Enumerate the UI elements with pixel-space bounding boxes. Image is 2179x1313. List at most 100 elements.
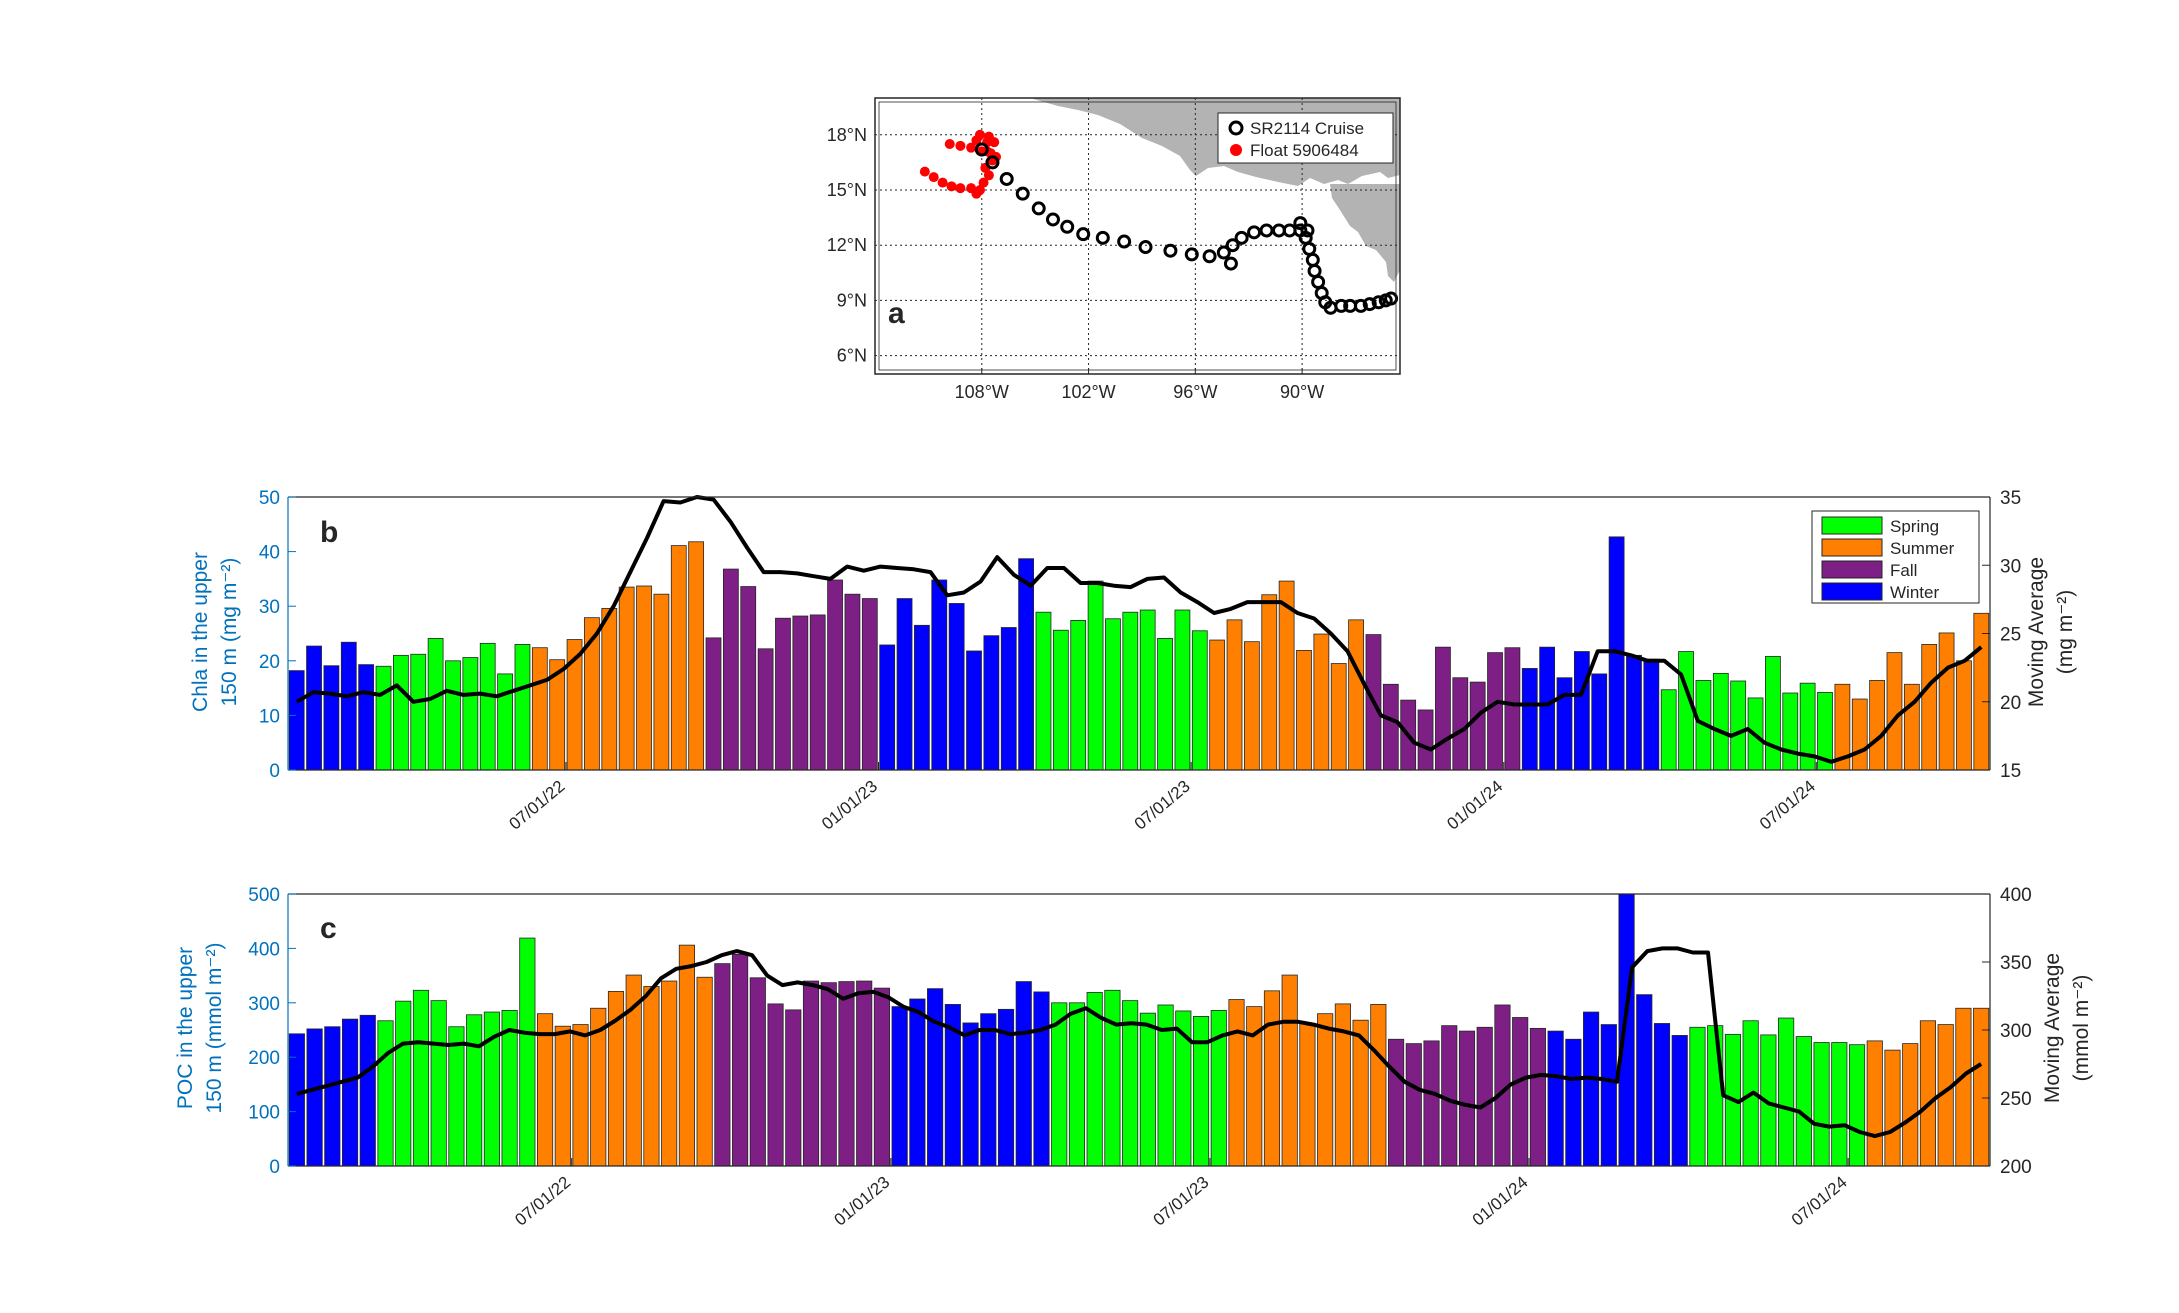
right-tick-label: 350 [2000, 953, 2032, 974]
bar-winter [909, 998, 926, 1167]
map-panel: 108°W 102°W 96°W 90°W 18°N 15°N 12°N 9°N 6°N a S… [827, 97, 1401, 402]
x-tick-label: 07/01/23 [1131, 777, 1194, 834]
bar-winter [891, 1006, 908, 1167]
float-point [928, 172, 939, 183]
float-point [919, 166, 930, 177]
bar-spring [1712, 672, 1729, 771]
bar-summer [643, 986, 660, 1167]
x-tick-label: 01/01/23 [830, 1173, 893, 1230]
bar-summer [531, 647, 548, 771]
lat-tick-label: 9°N [837, 290, 867, 310]
bar-fall [1504, 647, 1521, 771]
bar-fall [757, 648, 774, 771]
bar-winter [914, 624, 930, 771]
bar-fall [775, 617, 791, 771]
bar-winter [1591, 673, 1608, 771]
bar-spring [1778, 1017, 1795, 1167]
bar-summer [1299, 1023, 1316, 1167]
right-tick-label: 250 [2000, 1089, 2032, 1110]
bar-winter [1583, 1011, 1600, 1167]
left-tick-label: 500 [248, 885, 280, 906]
bar-spring [1782, 692, 1799, 771]
bar-fall [1487, 652, 1503, 771]
bar-spring [1660, 689, 1677, 771]
bar-spring [410, 653, 427, 771]
lon-tick-label: 102°W [1061, 382, 1115, 402]
bar-fall [1469, 681, 1486, 771]
bar-winter [879, 644, 896, 771]
cruise-point [1076, 227, 1091, 242]
bar-winter [1565, 1038, 1582, 1167]
bar-summer [1281, 974, 1298, 1167]
bar-spring [497, 673, 513, 771]
bar-fall [809, 614, 826, 771]
map-frame-inner [878, 101, 1397, 371]
bar-spring [1068, 1002, 1086, 1167]
bar-summer [1921, 644, 1938, 771]
lat-tick-label: 6°N [837, 346, 867, 366]
cruise-point [1371, 295, 1386, 310]
bar-spring [1052, 629, 1069, 771]
season-legend: Spring Summer Fall Winter [1811, 510, 1980, 604]
bar-spring [1707, 1025, 1724, 1167]
bar-summer [1330, 663, 1347, 771]
bar-winter [306, 645, 322, 771]
bar-spring [1104, 989, 1121, 1167]
bar-fall [1423, 1040, 1440, 1167]
bar-spring [519, 937, 536, 1167]
poc-ylabel-left-2: 150 m (mmol m⁻²) [203, 943, 226, 1114]
bar-fall [861, 598, 878, 771]
bar-spring [1191, 630, 1208, 771]
bar-summer [572, 1024, 589, 1167]
bar-fall [1476, 1026, 1493, 1167]
bar-spring [445, 660, 461, 771]
bar-fall [827, 579, 843, 771]
panel-label-a: a [888, 297, 905, 330]
bar-fall [722, 568, 739, 771]
bar-spring [1848, 1044, 1866, 1167]
bar-summer [653, 593, 670, 771]
bar-fall [838, 981, 855, 1167]
bar-winter [340, 641, 357, 771]
bar-spring [1070, 619, 1087, 771]
bar-summer [1263, 990, 1281, 1167]
right-tick-label: 15 [2000, 761, 2021, 782]
left-tick-label: 40 [259, 543, 280, 564]
bar-spring [1174, 609, 1191, 771]
legend-fall-label: Fall [1890, 561, 1917, 580]
cruise-point [1334, 298, 1349, 313]
bar-winter [962, 1022, 979, 1167]
bar-spring [448, 1026, 465, 1167]
bar-winter [288, 670, 305, 771]
bar-summer [1938, 632, 1955, 771]
legend-winter-label: Winter [1890, 583, 1939, 602]
bar-winter [1671, 1035, 1688, 1167]
bar-summer [661, 980, 678, 1167]
left-tick-label: 200 [248, 1048, 280, 1069]
float-point [971, 135, 982, 146]
bar-summer [1919, 1020, 1937, 1167]
legend-spring-label: Spring [1890, 517, 1939, 536]
cruise-point [1223, 256, 1238, 271]
bar-winter [1556, 677, 1573, 771]
bar-fall [820, 982, 837, 1167]
bar-winter [1573, 651, 1590, 771]
left-tick-label: 20 [259, 652, 280, 673]
bar-spring [430, 1000, 447, 1167]
bar-winter [288, 1033, 305, 1167]
bar-spring [1831, 1042, 1848, 1167]
cruise-track [974, 142, 1399, 315]
bar-winter [983, 635, 1000, 771]
bar-spring [427, 638, 444, 771]
bar-summer [1296, 650, 1312, 771]
lon-tick-label: 108°W [955, 382, 1009, 402]
bar-spring [1730, 680, 1747, 771]
panel-label-b: b [320, 516, 338, 549]
bar-winter [1618, 893, 1635, 1167]
left-tick-label: 50 [259, 488, 280, 509]
float-point [966, 142, 977, 153]
x-tick-label: 07/01/24 [1756, 777, 1819, 834]
chla-ylabel-right-1: Moving Average [2025, 557, 2048, 707]
bar-fall [856, 980, 873, 1167]
